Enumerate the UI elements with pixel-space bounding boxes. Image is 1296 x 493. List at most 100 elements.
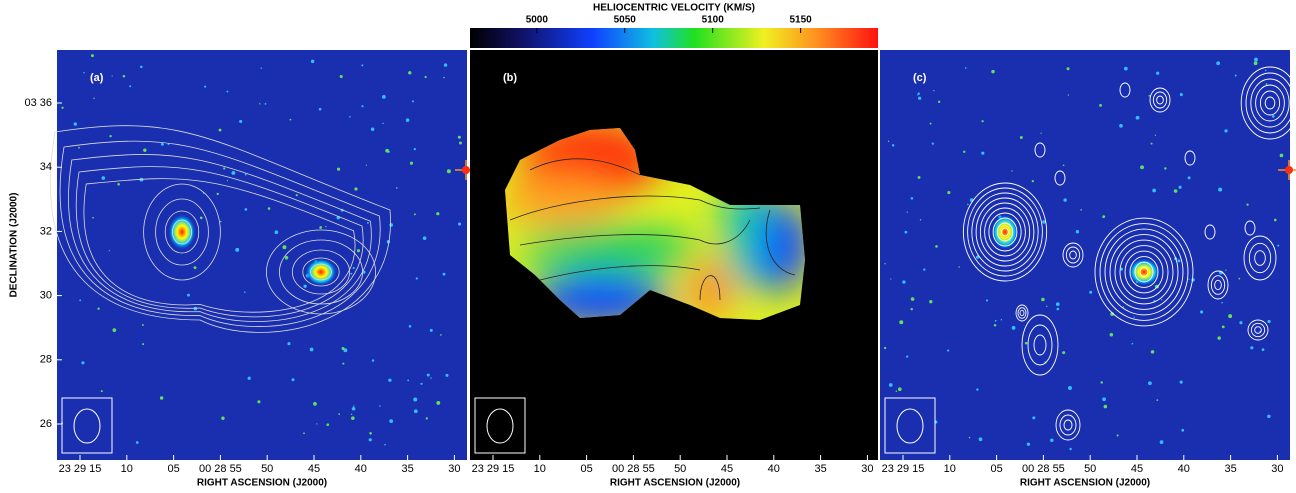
- star: [396, 187, 398, 189]
- star: [1055, 302, 1060, 307]
- star: [430, 377, 432, 379]
- galaxy: [1128, 258, 1160, 286]
- star: [1224, 129, 1228, 133]
- star: [458, 222, 462, 226]
- star: [938, 100, 941, 103]
- contour: [1055, 409, 1081, 441]
- contour: [1152, 91, 1168, 109]
- star: [413, 409, 418, 414]
- star: [919, 219, 922, 221]
- star: [349, 116, 351, 118]
- contour: [143, 183, 221, 281]
- star: [1019, 136, 1023, 140]
- star: [231, 171, 236, 175]
- star: [1279, 153, 1284, 158]
- star: [1066, 67, 1070, 71]
- star: [361, 105, 364, 108]
- star: [235, 247, 240, 252]
- star: [985, 299, 989, 302]
- contour: [1034, 142, 1046, 158]
- contour: [83, 178, 356, 313]
- y-tick-label: 34: [40, 161, 52, 173]
- contour: [1204, 224, 1216, 240]
- y-tick-label: 03 36: [24, 97, 52, 109]
- contour: [971, 192, 1039, 272]
- star: [1056, 307, 1060, 311]
- contour: [984, 207, 1026, 257]
- star: [910, 307, 913, 311]
- star: [187, 293, 190, 297]
- star: [389, 223, 393, 227]
- star: [135, 441, 139, 444]
- contour: [68, 154, 372, 322]
- star: [223, 167, 226, 170]
- star: [160, 142, 164, 146]
- panel-label: (c): [913, 72, 927, 84]
- galaxy: [305, 258, 337, 286]
- star: [1024, 341, 1028, 345]
- contour: [164, 210, 200, 254]
- star: [978, 437, 983, 442]
- star: [458, 141, 462, 145]
- star: [981, 151, 985, 155]
- contour: [996, 222, 1014, 242]
- star: [408, 71, 412, 75]
- contour: [75, 166, 364, 318]
- star: [264, 102, 267, 105]
- x-tick-label: 45: [721, 463, 733, 475]
- star: [1221, 325, 1225, 329]
- star: [1011, 170, 1013, 172]
- panel-label: (b): [503, 72, 517, 84]
- star: [109, 134, 112, 138]
- star: [1156, 399, 1159, 401]
- star: [90, 54, 94, 58]
- star: [964, 67, 967, 69]
- star: [963, 150, 966, 154]
- star: [443, 76, 445, 79]
- contour: [1033, 334, 1047, 356]
- star: [976, 388, 979, 391]
- star: [100, 390, 103, 393]
- star: [1179, 93, 1183, 97]
- contour: [1119, 82, 1131, 98]
- star: [244, 208, 248, 211]
- contour: [1149, 87, 1171, 113]
- star: [101, 176, 106, 180]
- star: [917, 92, 920, 95]
- x-tick-label: 23 29 15: [472, 463, 515, 475]
- star: [193, 266, 197, 270]
- star: [1116, 434, 1119, 437]
- star: [422, 236, 427, 240]
- contour: [1156, 95, 1164, 105]
- star: [1062, 351, 1066, 355]
- panel-c: [880, 50, 1296, 460]
- star: [371, 359, 375, 362]
- contour: [979, 202, 1031, 262]
- star: [1000, 319, 1003, 321]
- contour: [1027, 324, 1053, 366]
- star: [389, 419, 394, 424]
- star: [981, 120, 984, 123]
- star: [884, 263, 886, 265]
- beam: [73, 408, 101, 444]
- star: [993, 324, 997, 327]
- star: [1277, 244, 1280, 247]
- star: [117, 182, 120, 186]
- contour: [1259, 90, 1281, 116]
- star: [1124, 66, 1128, 71]
- star: [369, 432, 372, 435]
- star: [929, 122, 932, 125]
- star: [313, 401, 317, 406]
- star: [1267, 414, 1271, 419]
- star: [368, 438, 372, 442]
- star: [1154, 134, 1157, 136]
- star: [917, 96, 922, 100]
- star: [1131, 342, 1134, 345]
- star: [1159, 440, 1164, 444]
- star: [1109, 333, 1114, 337]
- x-tick-label: 35: [814, 463, 826, 475]
- x-tick-label: 10: [944, 463, 956, 475]
- contour: [1104, 228, 1184, 316]
- star: [975, 255, 980, 259]
- star: [440, 334, 442, 336]
